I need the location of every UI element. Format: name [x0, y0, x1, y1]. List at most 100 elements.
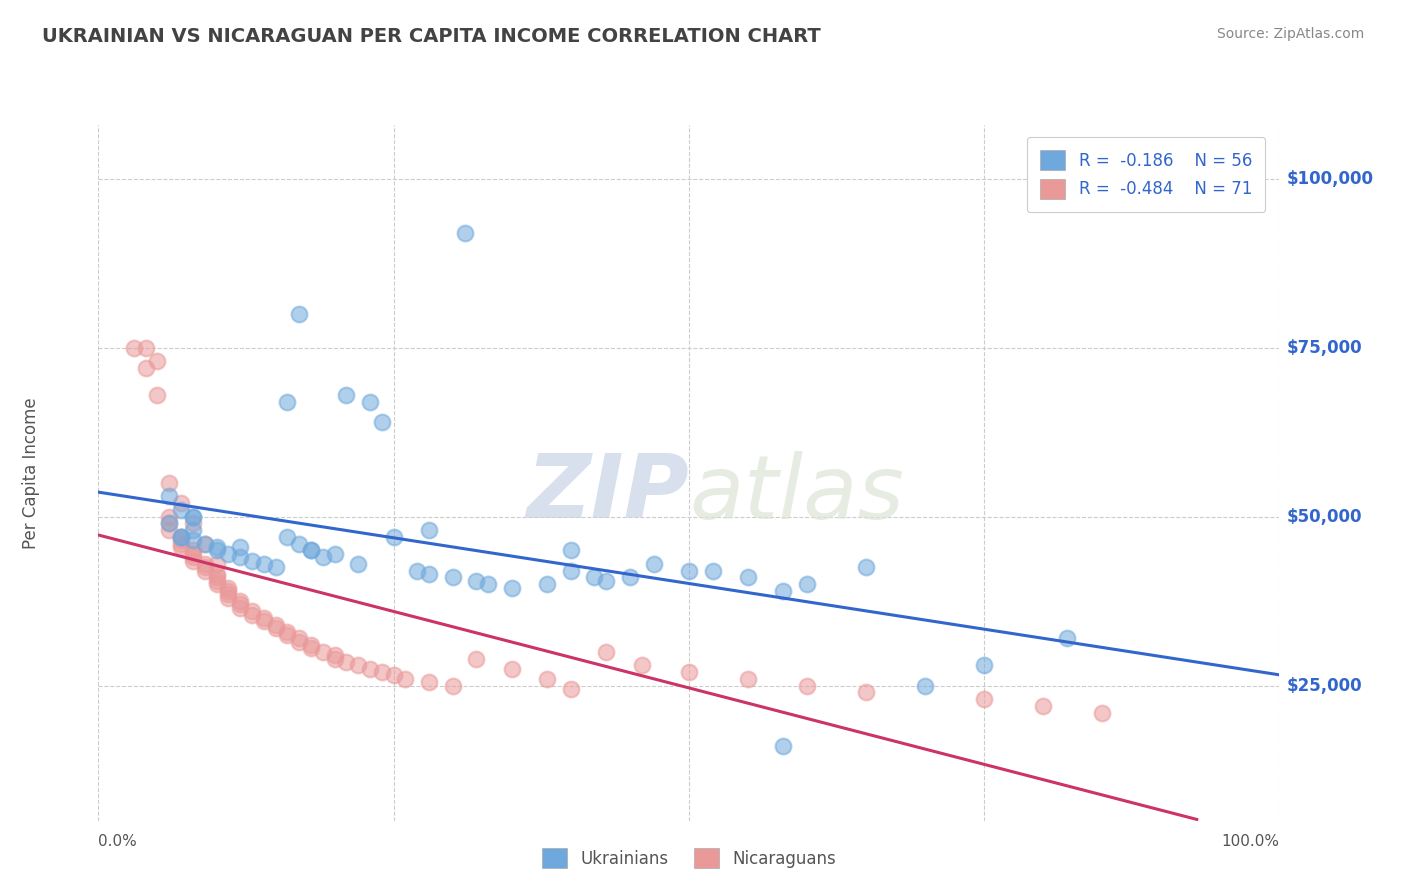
Point: [181, 553, 204, 567]
Point: [240, 604, 263, 618]
Text: 100.0%: 100.0%: [1222, 834, 1279, 849]
Point: [1091, 706, 1114, 720]
Point: [359, 662, 381, 676]
Point: [205, 540, 228, 554]
Point: [477, 577, 499, 591]
Point: [253, 615, 276, 629]
Point: [205, 574, 228, 588]
Point: [418, 675, 440, 690]
Point: [146, 354, 169, 368]
Point: [347, 658, 370, 673]
Point: [560, 681, 582, 696]
Point: [418, 567, 440, 582]
Point: [264, 560, 287, 574]
Point: [643, 557, 665, 571]
Point: [536, 672, 558, 686]
Point: [299, 638, 322, 652]
Point: [240, 553, 263, 567]
Point: [359, 394, 381, 409]
Point: [441, 570, 464, 584]
Point: [205, 570, 228, 584]
Point: [181, 523, 204, 537]
Point: [796, 679, 818, 693]
Point: [737, 672, 759, 686]
Point: [737, 570, 759, 584]
Point: [276, 394, 298, 409]
Point: [347, 557, 370, 571]
Point: [418, 523, 440, 537]
Point: [914, 679, 936, 693]
Point: [240, 607, 263, 622]
Point: [205, 577, 228, 591]
Point: [135, 361, 157, 376]
Point: [678, 564, 700, 578]
Point: [194, 537, 217, 551]
Point: [288, 307, 311, 321]
Point: [772, 739, 794, 754]
Point: [1032, 698, 1054, 713]
Point: [619, 570, 641, 584]
Point: [181, 550, 204, 565]
Point: [157, 509, 180, 524]
Point: [394, 672, 416, 686]
Point: [135, 341, 157, 355]
Point: [595, 574, 617, 588]
Point: [288, 632, 311, 646]
Text: Per Capita Income: Per Capita Income: [22, 397, 39, 549]
Point: [772, 584, 794, 599]
Point: [157, 523, 180, 537]
Point: [157, 516, 180, 531]
Point: [312, 645, 335, 659]
Point: [157, 490, 180, 504]
Point: [299, 543, 322, 558]
Point: [217, 584, 239, 599]
Point: [323, 648, 346, 662]
Point: [170, 540, 193, 554]
Point: [194, 564, 217, 578]
Legend: Ukrainians, Nicaraguans: Ukrainians, Nicaraguans: [536, 841, 842, 875]
Point: [217, 547, 239, 561]
Point: [855, 560, 877, 574]
Point: [288, 634, 311, 648]
Point: [465, 651, 488, 665]
Point: [229, 550, 252, 565]
Point: [146, 388, 169, 402]
Point: [323, 547, 346, 561]
Point: [560, 564, 582, 578]
Text: ZIP: ZIP: [526, 450, 689, 537]
Point: [501, 662, 523, 676]
Text: $100,000: $100,000: [1286, 169, 1374, 188]
Point: [253, 611, 276, 625]
Point: [335, 388, 357, 402]
Point: [288, 537, 311, 551]
Point: [181, 543, 204, 558]
Text: UKRAINIAN VS NICARAGUAN PER CAPITA INCOME CORRELATION CHART: UKRAINIAN VS NICARAGUAN PER CAPITA INCOM…: [42, 27, 821, 45]
Point: [702, 564, 724, 578]
Point: [217, 581, 239, 595]
Point: [796, 577, 818, 591]
Point: [323, 651, 346, 665]
Point: [630, 658, 652, 673]
Point: [229, 600, 252, 615]
Point: [157, 516, 180, 531]
Point: [276, 628, 298, 642]
Point: [406, 564, 429, 578]
Point: [229, 540, 252, 554]
Point: [371, 415, 394, 429]
Point: [229, 598, 252, 612]
Point: [170, 496, 193, 510]
Text: $50,000: $50,000: [1286, 508, 1362, 525]
Point: [299, 543, 322, 558]
Point: [276, 530, 298, 544]
Point: [217, 587, 239, 601]
Point: [170, 537, 193, 551]
Point: [678, 665, 700, 679]
Point: [1056, 632, 1078, 646]
Point: [122, 341, 145, 355]
Point: [453, 226, 475, 240]
Point: [229, 594, 252, 608]
Point: [501, 581, 523, 595]
Point: [170, 530, 193, 544]
Point: [560, 543, 582, 558]
Point: [382, 530, 405, 544]
